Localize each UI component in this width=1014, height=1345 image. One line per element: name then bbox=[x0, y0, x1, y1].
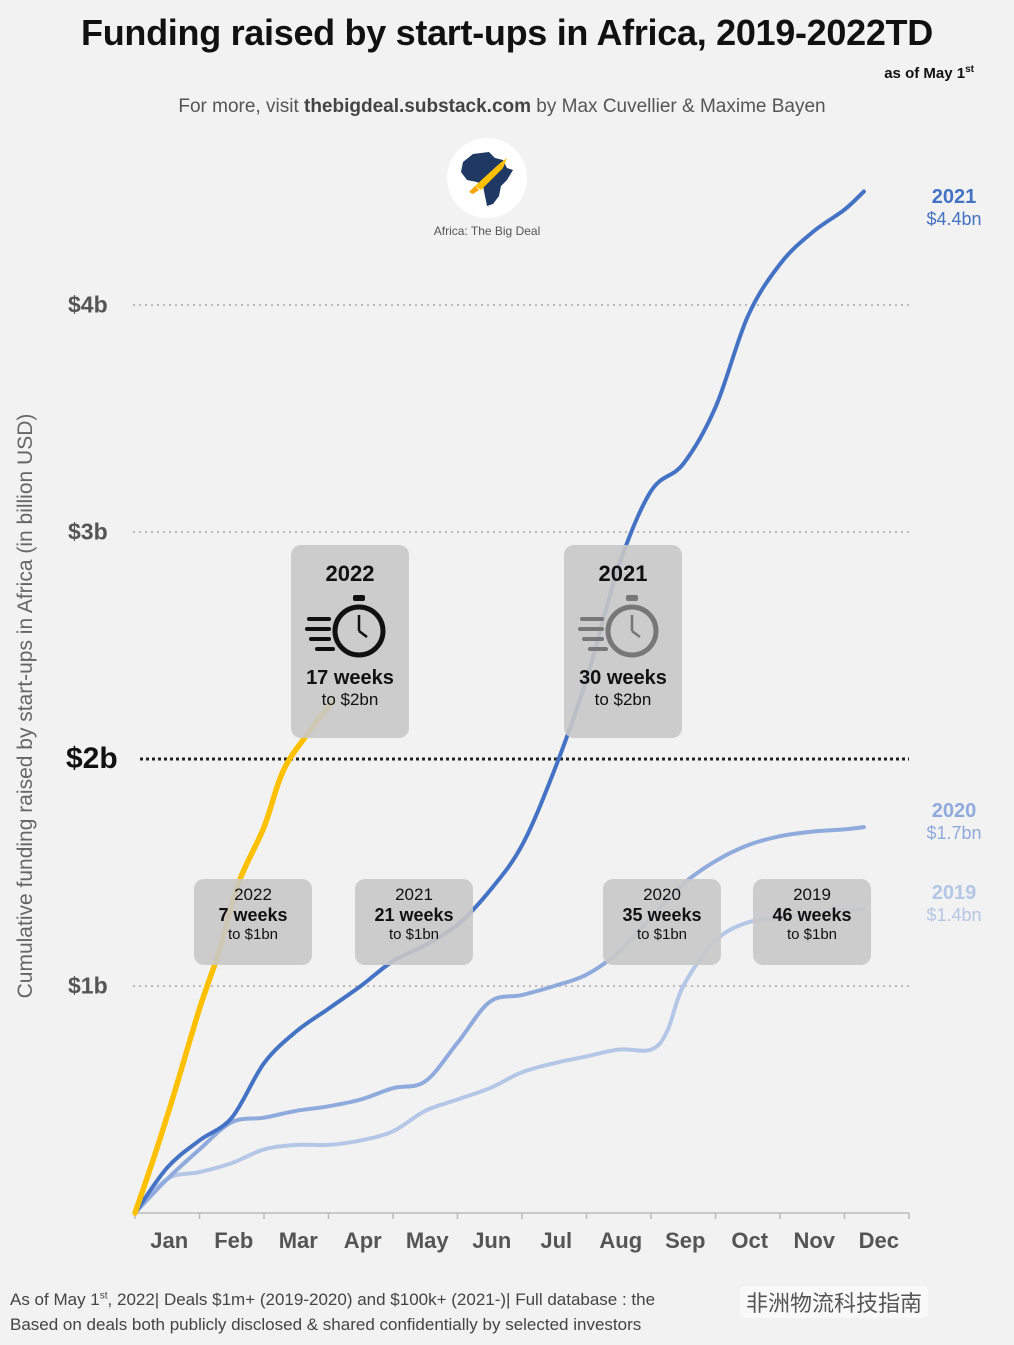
x-tick-label: Jul bbox=[540, 1228, 573, 1253]
subtitle-link[interactable]: thebigdeal.substack.com bbox=[304, 96, 532, 117]
rocket-icon bbox=[469, 158, 507, 194]
footer-line-2: Based on deals both publicly disclosed &… bbox=[10, 1315, 642, 1334]
x-tick-label: Dec bbox=[858, 1228, 899, 1253]
page-title: Funding raised by start-ups in Africa, 2… bbox=[81, 12, 933, 53]
y-tick-label: $3b bbox=[68, 518, 108, 545]
callout-2020-1bn: 2020 35 weeks to $1bn bbox=[603, 879, 721, 965]
stopwatch-icon bbox=[305, 595, 386, 658]
callout-2022-1bn: 2022 7 weeks to $1bn bbox=[194, 879, 312, 965]
series-line-2020 bbox=[133, 825, 866, 1215]
series-line-2019 bbox=[133, 906, 866, 1215]
y-tick-label: $2b bbox=[66, 742, 118, 775]
end-label-2020: 2020 $1.7bn bbox=[926, 800, 982, 843]
end-label-2019: 2019 $1.4bn bbox=[926, 882, 982, 925]
x-tick-label: Apr bbox=[343, 1228, 382, 1253]
callout-2021-2bn: 2021 30 weeks to $2bn bbox=[564, 545, 682, 738]
subtitle: For more, visit thebigdeal.substack.com … bbox=[178, 96, 826, 117]
y-tick-label: $1b bbox=[68, 972, 108, 999]
as-of-label: as of May 1st bbox=[884, 64, 974, 82]
logo-caption: Africa: The Big Deal bbox=[433, 224, 541, 238]
x-tick-label: Mar bbox=[278, 1228, 318, 1253]
callout-2019-1bn: 2019 46 weeks to $1bn bbox=[753, 879, 871, 965]
x-tick-label: Jun bbox=[472, 1228, 512, 1253]
x-tick-label: Feb bbox=[214, 1228, 254, 1253]
x-tick-label: Aug bbox=[599, 1228, 643, 1253]
end-label-2021: 2021 $4.4bn bbox=[926, 186, 982, 229]
callout-2021-1bn: 2021 21 weeks to $1bn bbox=[355, 879, 473, 965]
x-tick-label: May bbox=[405, 1228, 449, 1253]
watermark: 非洲物流科技指南 bbox=[740, 1286, 929, 1318]
x-tick-label: Oct bbox=[731, 1228, 769, 1253]
series-line-2021 bbox=[133, 189, 866, 1215]
africa-logo-icon bbox=[447, 138, 527, 218]
logo: Africa: The Big Deal bbox=[428, 138, 546, 238]
x-tick-label: Nov bbox=[793, 1228, 836, 1253]
callout-2022-2bn: 2022 17 weeks to $2bn bbox=[291, 545, 409, 738]
x-tick-label: Sep bbox=[665, 1228, 706, 1253]
stopwatch-icon bbox=[578, 595, 659, 658]
footer-line-1: As of May 1st, 2022| Deals $1m+ (2019-20… bbox=[10, 1290, 656, 1309]
x-tick-label: Jan bbox=[150, 1228, 189, 1253]
y-tick-label: $4b bbox=[68, 291, 108, 318]
